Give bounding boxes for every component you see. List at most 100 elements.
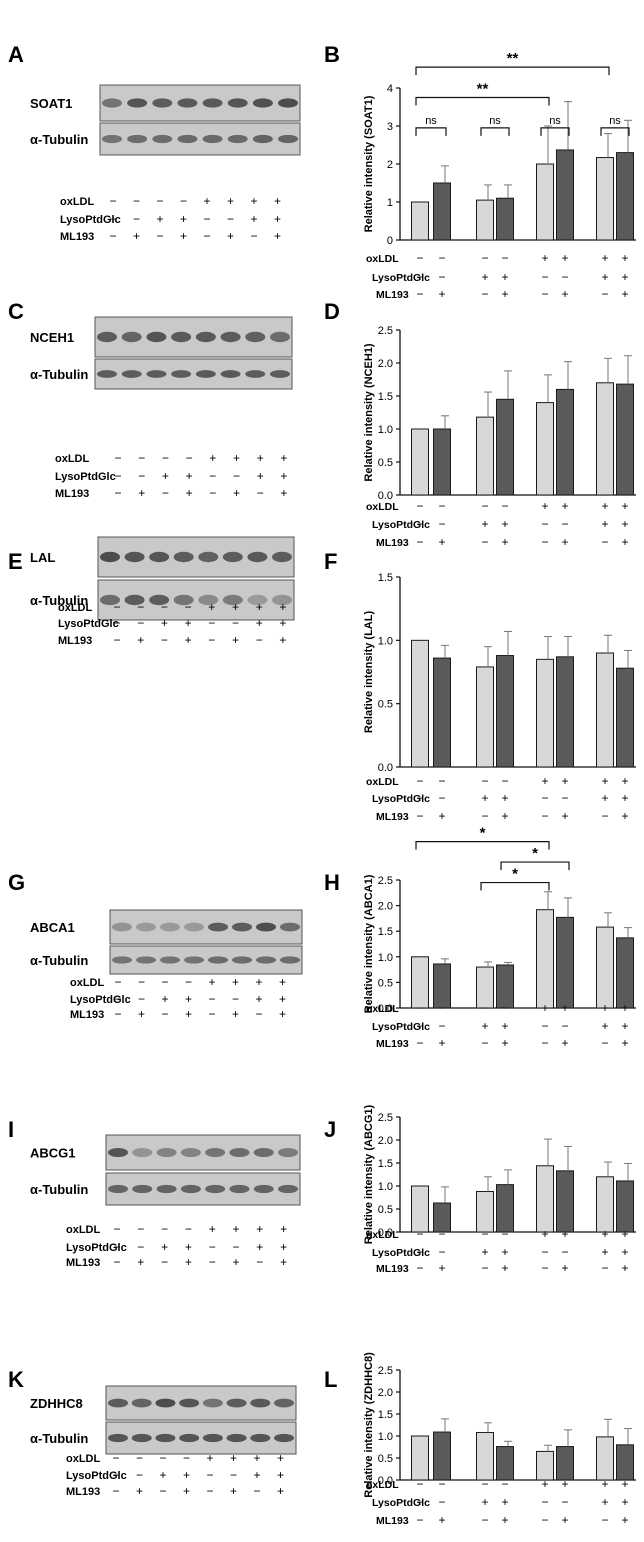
condition-label-oxldl: oxLDL [366,1003,399,1015]
condition-sign: + [185,633,192,647]
condition-sign: − [209,1255,216,1269]
blot-band [229,1147,250,1158]
condition-sign: + [561,287,568,301]
blot-band [173,594,194,606]
blot-band [195,331,216,343]
loading-control-label: α-Tubulin [30,1431,88,1446]
y-tick-label: 0.0 [378,490,393,502]
condition-sign: + [279,992,286,1006]
blot-band [278,1184,298,1194]
condition-sign: + [208,600,215,614]
bar-7 [596,652,614,768]
y-tick-label: 0.0 [378,1227,393,1239]
condition-sign: + [232,600,239,614]
y-axis-label: Relative intensity (SOAT1) [363,95,375,232]
bar-3 [476,666,494,768]
condition-sign: + [279,600,286,614]
condition-sign: − [162,451,169,465]
condition-label-oxldl: oxLDL [70,977,105,989]
condition-label-lysoptdglc: LysoPtdGlc [70,994,131,1006]
condition-sign: + [256,616,263,630]
condition-sign: + [621,809,628,823]
blot-band [160,956,180,964]
blot-band [245,370,266,378]
panel-letter: J [324,1117,336,1142]
condition-sign: − [114,451,121,465]
blot-band [156,1184,177,1194]
condition-sign: + [541,499,548,513]
blot-band [173,551,194,563]
blot-band [102,134,122,144]
condition-sign: − [481,287,488,301]
condition-sign: − [185,975,192,989]
y-tick-label: 0.0 [378,1475,393,1487]
condition-sign: − [161,600,168,614]
condition-label-lysoptdglc: LysoPtdGlc [58,618,119,630]
loading-control-label: α-Tubulin [30,132,88,147]
condition-sign: + [561,499,568,513]
y-tick-label: 1.5 [378,391,393,403]
condition-sign: + [137,1255,144,1269]
blot-band [124,551,145,563]
condition-sign: + [601,1477,608,1491]
condition-sign: − [209,1240,216,1254]
blot-band [256,956,276,964]
condition-sign: − [438,1495,445,1509]
significance-label: ns [609,115,621,127]
blot-band [100,551,120,563]
blot-band [208,922,228,932]
blot-band [97,370,117,378]
condition-sign: − [114,1007,121,1021]
blot-band [220,370,241,378]
condition-sign: − [159,1484,166,1498]
blot-band [132,1184,153,1194]
significance-bracket [500,861,570,871]
protein-label: ABCG1 [30,1146,76,1161]
condition-sign: + [256,1222,263,1236]
significance-bracket [415,127,447,136]
blot-band [108,1147,128,1158]
blot-band [108,1433,128,1443]
y-tick-label: 1.5 [378,1158,393,1170]
blot-band [227,134,248,144]
condition-label-ml193: ML193 [55,488,89,500]
y-tick-label: 2 [387,159,393,171]
blot-band [184,956,204,964]
bar-chart-b: B 0 1 2 3 4 Relative intensity (SOAT1) ** ** ns ns… [324,42,636,301]
bar-4 [496,1184,514,1233]
blot-band [180,1184,201,1194]
condition-sign: + [561,809,568,823]
condition-sign: + [438,1261,445,1275]
condition-label-oxldl: oxLDL [58,602,93,614]
blot-band [155,1433,176,1443]
condition-sign: + [280,1222,287,1236]
condition-sign: − [541,1019,548,1033]
condition-sign: − [438,791,445,805]
condition-sign: − [138,992,145,1006]
condition-sign: − [208,1007,215,1021]
condition-sign: + [185,1007,192,1021]
condition-sign: − [185,1222,192,1236]
condition-sign: + [185,1255,192,1269]
condition-label-oxldl: oxLDL [66,1224,101,1236]
condition-label-lysoptdglc: LysoPtdGlc [372,1497,430,1509]
bar-6 [556,1170,574,1233]
condition-sign: − [601,1513,608,1527]
condition-sign: − [156,229,163,243]
condition-sign: − [137,600,144,614]
condition-sign: − [161,975,168,989]
y-axis-label: Relative intensity (ZDHHC8) [363,1352,375,1498]
condition-sign: − [416,1227,423,1241]
y-axis-label: Relative intensity (ABCG1) [363,1104,375,1244]
condition-sign: − [601,287,608,301]
condition-sign: − [112,1484,119,1498]
condition-sign: − [438,1227,445,1241]
condition-sign: + [186,486,193,500]
blot-band [278,98,298,108]
condition-sign: + [501,1019,508,1033]
condition-sign: + [621,1227,628,1241]
significance-label: ns [549,115,561,127]
